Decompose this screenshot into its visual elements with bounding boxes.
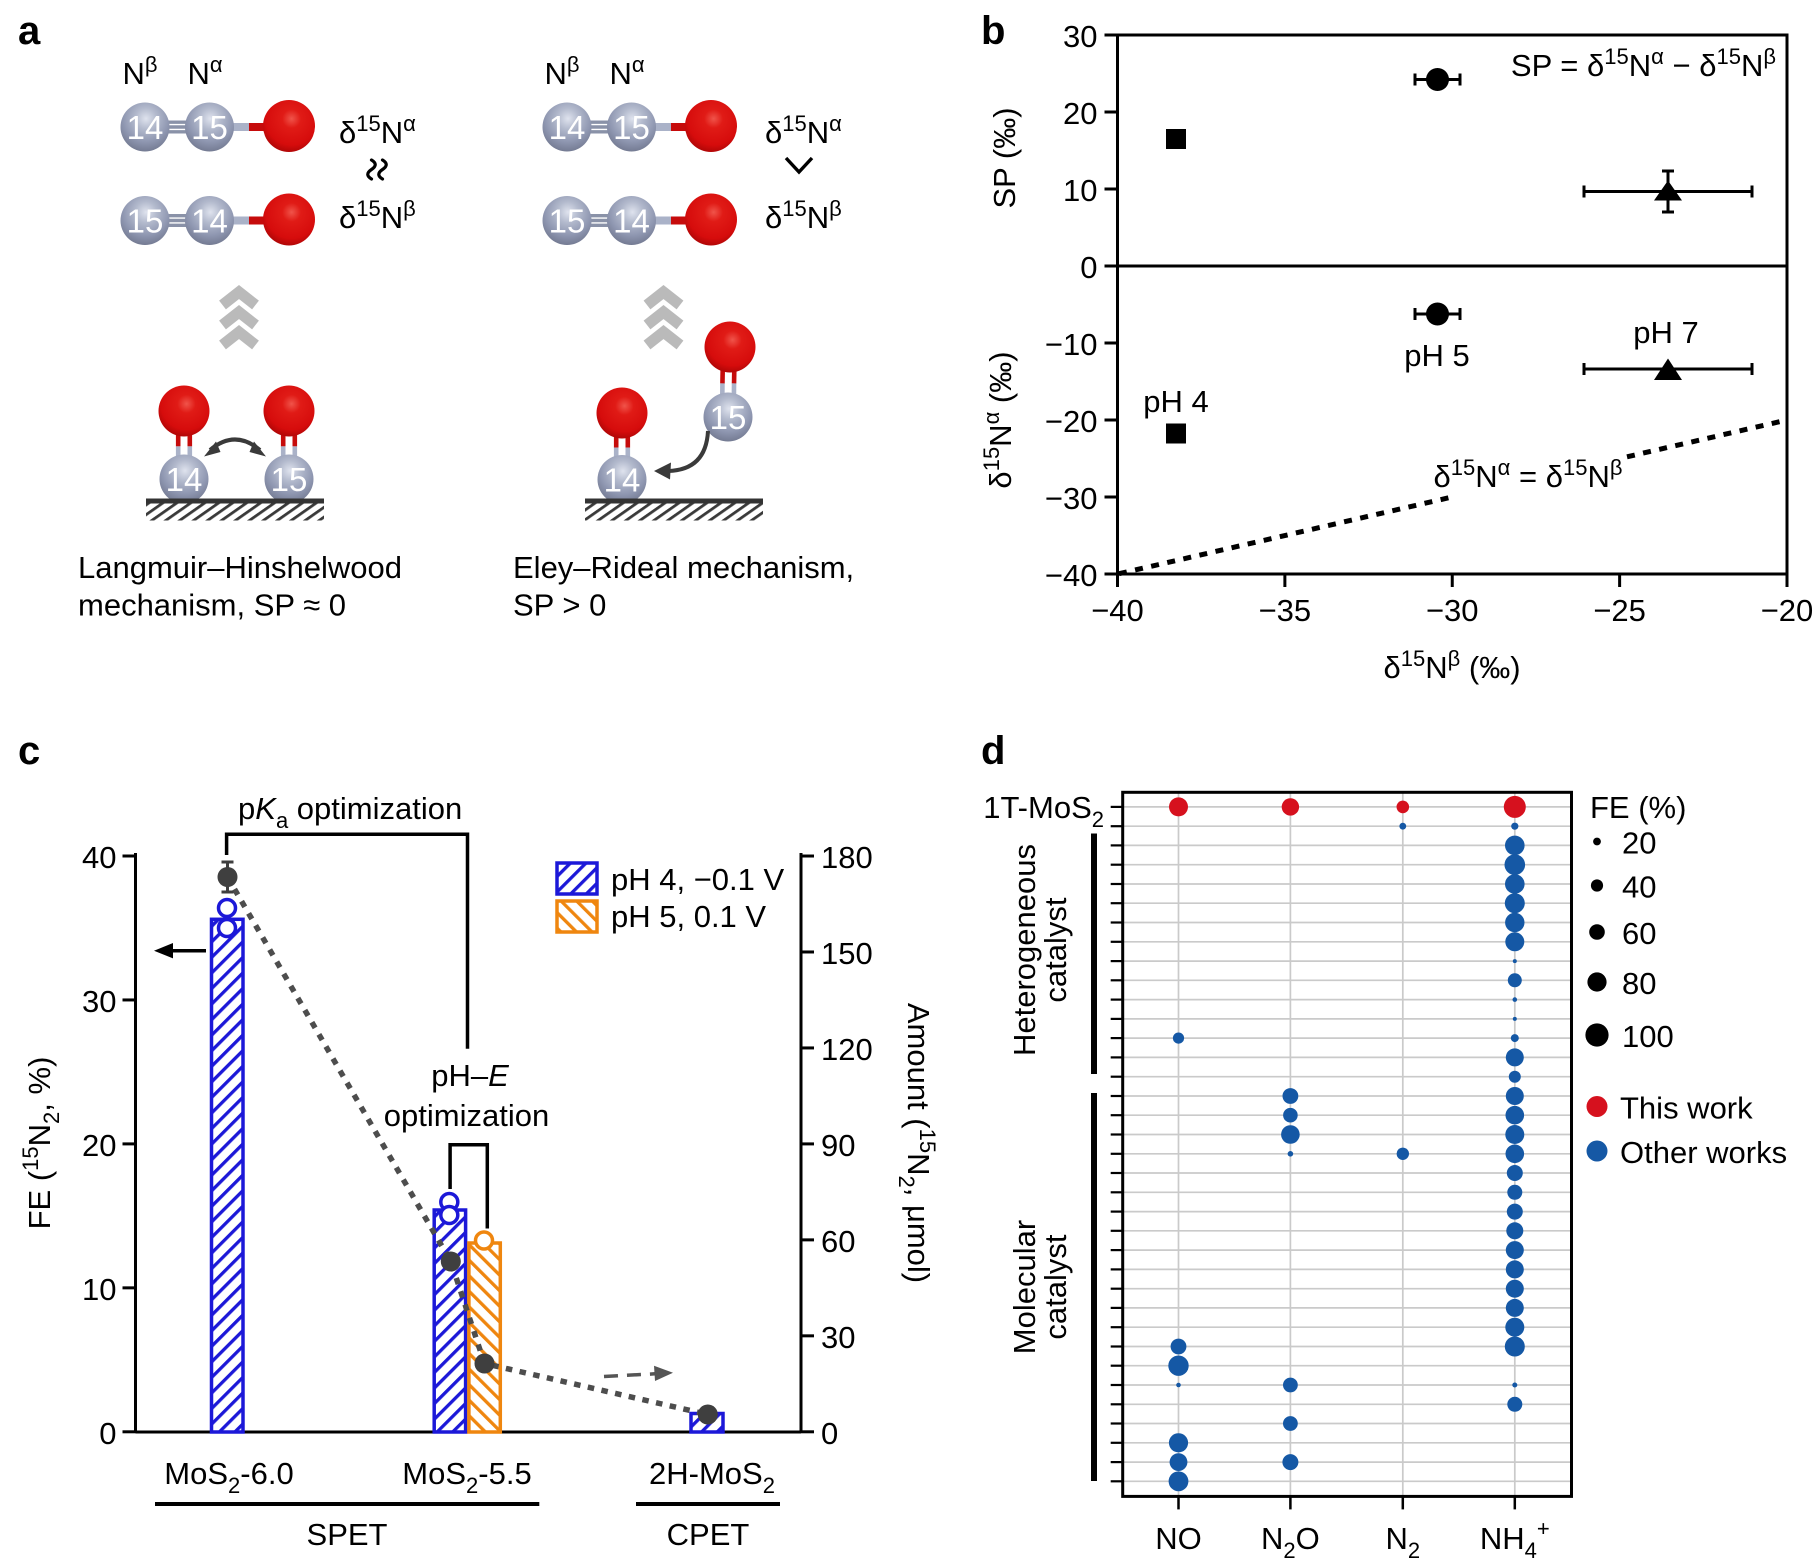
svg-text:15: 15: [613, 109, 650, 146]
svg-text:−40: −40: [1091, 593, 1144, 628]
svg-text:0: 0: [821, 1416, 838, 1451]
svg-text:δ15Nβ (‰): δ15Nβ (‰): [1383, 646, 1520, 685]
svg-text:δ15Nα: δ15Nα: [339, 111, 416, 150]
svg-text:14: 14: [191, 203, 228, 240]
svg-text:14: 14: [549, 109, 586, 146]
svg-text:Other works: Other works: [1620, 1135, 1787, 1170]
svg-text:15: 15: [191, 109, 228, 146]
svg-text:15: 15: [271, 461, 308, 498]
svg-text:0: 0: [1080, 250, 1097, 285]
svg-text:−40: −40: [1045, 558, 1098, 593]
svg-text:1T-MoS2: 1T-MoS2: [983, 790, 1104, 832]
svg-text:NH4+: NH4+: [1480, 1516, 1550, 1563]
svg-text:MoS2-6.0: MoS2-6.0: [164, 1456, 293, 1498]
svg-text:Nβ: Nβ: [544, 52, 579, 91]
svg-text:mechanism, SP ≈ 0: mechanism, SP ≈ 0: [78, 588, 346, 623]
svg-text:180: 180: [821, 840, 873, 875]
svg-text:δ15Nα = δ15Nβ: δ15Nα = δ15Nβ: [1434, 455, 1623, 494]
svg-text:Molecular: Molecular: [1007, 1220, 1042, 1354]
svg-text:15: 15: [549, 203, 586, 240]
svg-text:a: a: [18, 9, 41, 53]
svg-text:30: 30: [1063, 19, 1097, 54]
svg-text:SPET: SPET: [307, 1517, 388, 1552]
svg-text:δ15Nβ: δ15Nβ: [765, 196, 842, 235]
svg-text:δ15Nα: δ15Nα: [765, 111, 842, 150]
svg-text:pKa optimization: pKa optimization: [238, 791, 462, 833]
svg-text:δ15Nα (‰): δ15Nα (‰): [979, 351, 1018, 488]
svg-text:−20: −20: [1761, 593, 1814, 628]
svg-text:pH 4: pH 4: [1143, 384, 1208, 419]
svg-text:−25: −25: [1593, 593, 1646, 628]
svg-text:120: 120: [821, 1032, 873, 1067]
svg-text:14: 14: [127, 109, 164, 146]
svg-text:20: 20: [1063, 96, 1097, 131]
svg-text:40: 40: [82, 840, 116, 875]
svg-text:Heterogeneous: Heterogeneous: [1007, 844, 1042, 1056]
svg-text:−10: −10: [1045, 327, 1098, 362]
svg-text:d: d: [981, 729, 1005, 773]
svg-text:0: 0: [99, 1416, 116, 1451]
svg-text:−30: −30: [1426, 593, 1479, 628]
svg-text:30: 30: [821, 1320, 855, 1355]
svg-text:FE (15N2, %): FE (15N2, %): [18, 1057, 64, 1230]
svg-text:30: 30: [82, 984, 116, 1019]
svg-text:14: 14: [613, 203, 650, 240]
svg-text:N2: N2: [1385, 1521, 1420, 1563]
svg-text:40: 40: [1622, 870, 1656, 905]
svg-text:150: 150: [821, 936, 873, 971]
svg-text:20: 20: [1622, 826, 1656, 861]
svg-text:pH 5: pH 5: [1404, 338, 1469, 373]
svg-text:14: 14: [166, 461, 203, 498]
svg-text:c: c: [18, 729, 40, 773]
svg-text:SP (‰): SP (‰): [987, 107, 1022, 208]
svg-text:Amount (15N2, μmol): Amount (15N2, μmol): [894, 1003, 940, 1283]
svg-text:b: b: [981, 9, 1005, 53]
svg-text:Eley–Rideal mechanism,: Eley–Rideal mechanism,: [513, 550, 854, 585]
svg-text:Langmuir–Hinshelwood: Langmuir–Hinshelwood: [78, 550, 402, 585]
svg-text:This work: This work: [1620, 1091, 1753, 1126]
svg-text:−20: −20: [1045, 404, 1098, 439]
svg-text:10: 10: [1063, 173, 1097, 208]
svg-text:catalyst: catalyst: [1038, 897, 1073, 1002]
svg-text:10: 10: [82, 1272, 116, 1307]
svg-text:15: 15: [127, 203, 164, 240]
svg-text:pH 7: pH 7: [1633, 315, 1698, 350]
svg-text:optimization: optimization: [384, 1098, 549, 1133]
svg-text:15: 15: [710, 399, 747, 436]
svg-text:CPET: CPET: [667, 1517, 750, 1552]
svg-text:SP > 0: SP > 0: [513, 588, 606, 623]
svg-text:NO: NO: [1155, 1521, 1202, 1556]
svg-text:MoS2-5.5: MoS2-5.5: [402, 1456, 531, 1498]
svg-text:Nα: Nα: [609, 52, 644, 91]
svg-text:pH–E: pH–E: [431, 1058, 509, 1093]
svg-text:Nβ: Nβ: [122, 52, 157, 91]
svg-text:−35: −35: [1259, 593, 1312, 628]
svg-text:20: 20: [82, 1128, 116, 1163]
svg-text:14: 14: [604, 462, 641, 499]
svg-text:pH 4, −0.1 V: pH 4, −0.1 V: [611, 862, 785, 897]
svg-text:N2O: N2O: [1261, 1521, 1320, 1563]
svg-text:80: 80: [1622, 966, 1656, 1001]
svg-text:Nα: Nα: [187, 52, 222, 91]
svg-text:−30: −30: [1045, 481, 1098, 516]
svg-text:60: 60: [821, 1224, 855, 1259]
svg-text:100: 100: [1622, 1019, 1674, 1054]
svg-text:FE (%): FE (%): [1590, 790, 1686, 825]
svg-text:SP = δ15Nα − δ15Nβ: SP = δ15Nα − δ15Nβ: [1511, 44, 1776, 83]
svg-text:pH 5, 0.1 V: pH 5, 0.1 V: [611, 899, 766, 934]
svg-text:δ15Nβ: δ15Nβ: [339, 196, 416, 235]
svg-text:catalyst: catalyst: [1038, 1234, 1073, 1339]
svg-text:2H-MoS2: 2H-MoS2: [649, 1456, 775, 1498]
svg-text:60: 60: [1622, 916, 1656, 951]
svg-text:90: 90: [821, 1128, 855, 1163]
